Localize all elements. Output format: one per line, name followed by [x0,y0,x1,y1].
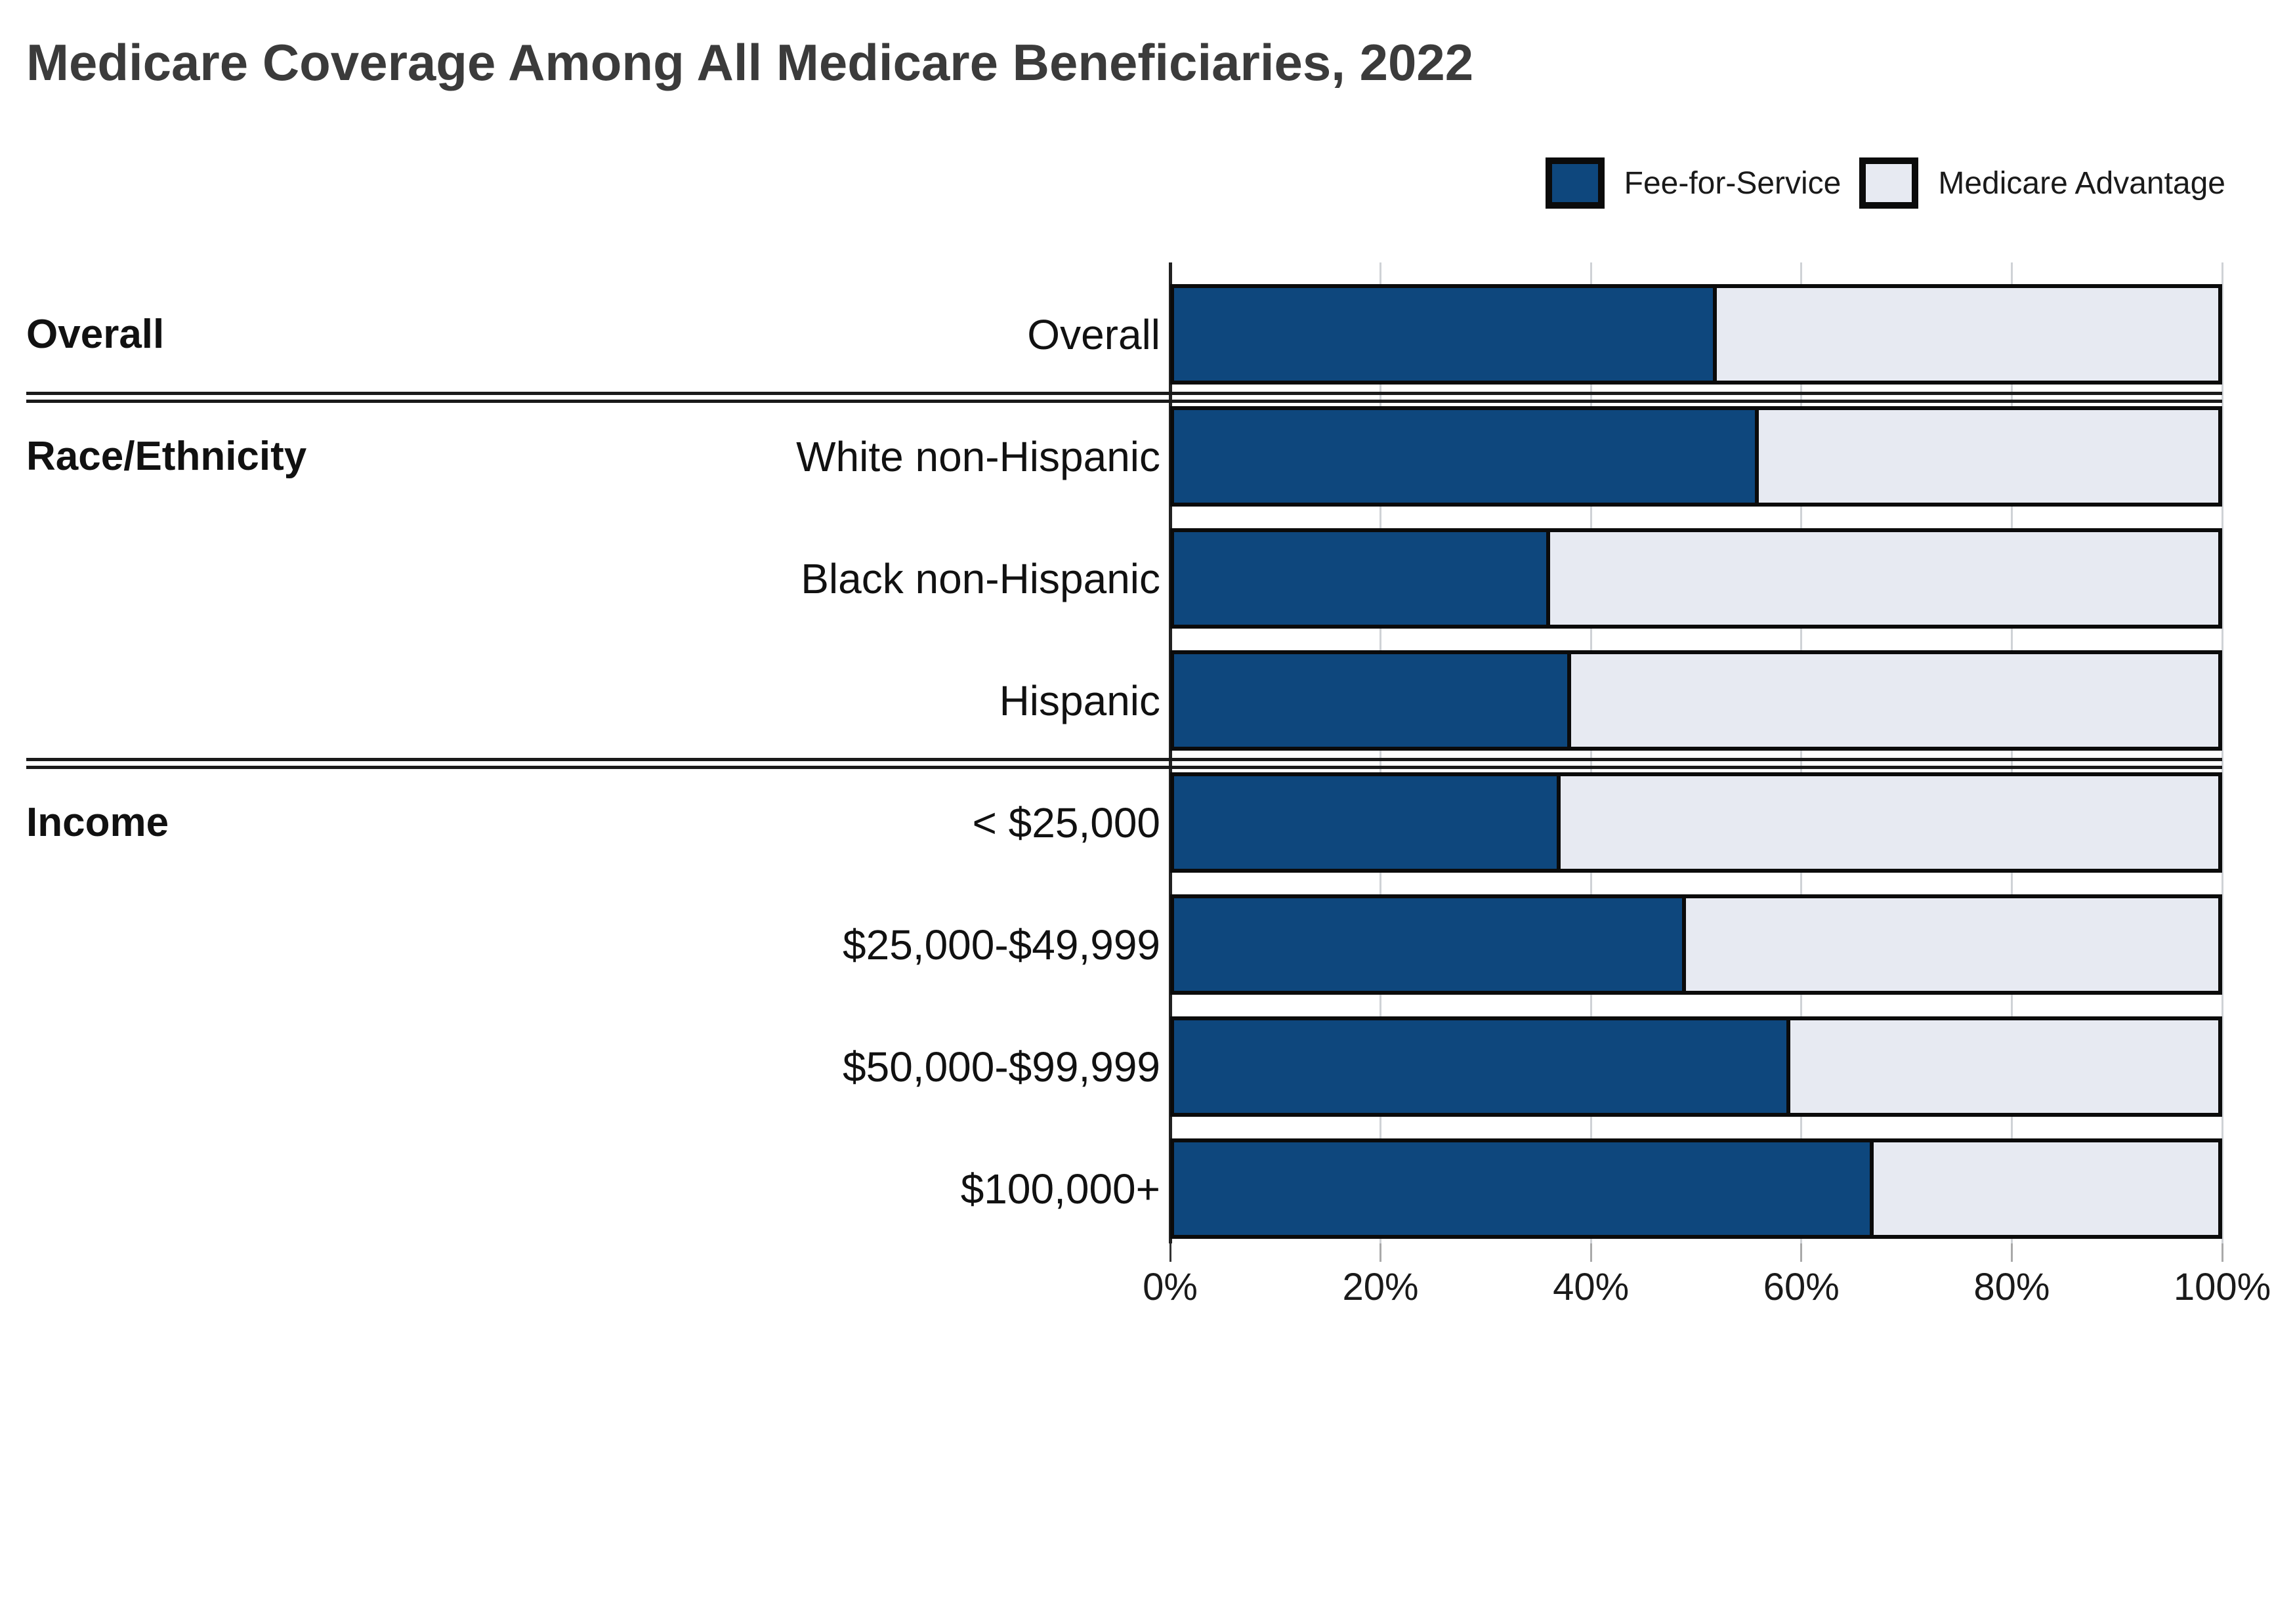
y-axis-line [1169,262,1172,1243]
fee-for-service-segment [1174,1142,1874,1235]
gridline [2221,262,2223,1243]
medicare-advantage-segment [1873,1142,2218,1235]
legend-label: Medicare Advantage [1938,165,2225,201]
group-label-overall: Overall [26,312,165,357]
axis-tick [2010,1243,2013,1262]
legend-item-medicare-advantage: Medicare Advantage [1859,157,2225,209]
gridline [1800,262,1803,1243]
axis-tick-label: 100% [2173,1266,2271,1308]
medicare-advantage-segment [1560,776,2218,869]
legend: Fee-for-Service Medicare Advantage [1545,157,2225,209]
row-label: $100,000+ [960,1165,1160,1213]
fee-for-service-segment [1174,654,1571,747]
axis-tick [1379,1243,1382,1262]
fee-for-service-swatch-icon [1545,157,1605,209]
axis-tick-label: 0% [1143,1266,1198,1308]
fee-for-service-segment [1174,1020,1790,1113]
medicare-advantage-segment [1717,288,2218,381]
group-label-income: Income [26,800,169,845]
axis-tick [1169,1243,1171,1262]
group-divider-line [26,766,2222,769]
axis-tick-label: 80% [1973,1266,2050,1308]
medicare-advantage-segment [1549,532,2218,625]
axis-tick [1590,1243,1592,1262]
bar-row [1170,772,2222,873]
legend-item-fee-for-service: Fee-for-Service [1545,157,1842,209]
legend-label: Fee-for-Service [1624,165,1842,201]
bar-row [1170,284,2222,385]
row-label: White non-Hispanic [796,432,1160,480]
row-label: < $25,000 [972,799,1161,846]
gridline [1590,262,1592,1243]
fee-for-service-segment [1174,288,1717,381]
group-divider-line [26,758,2222,761]
bar-row [1170,1138,2222,1239]
bar-row [1170,1016,2222,1117]
bar-row [1170,528,2222,629]
axis-tick-label: 20% [1342,1266,1419,1308]
medicare-advantage-segment [1685,898,2218,991]
bar-row [1170,894,2222,995]
gridline [2010,262,2013,1243]
axis-tick-label: 60% [1763,1266,1840,1308]
fee-for-service-segment [1174,776,1561,869]
row-label: Hispanic [999,677,1160,724]
medicare-advantage-segment [1570,654,2218,747]
axis-tick-label: 40% [1553,1266,1630,1308]
chart-title: Medicare Coverage Among All Medicare Ben… [26,33,1474,91]
medicare-advantage-segment [1758,410,2218,503]
group-divider-line [26,392,2222,395]
medicare-advantage-swatch-icon [1859,157,1919,209]
fee-for-service-segment [1174,532,1550,625]
row-label: $50,000-$99,999 [843,1043,1160,1091]
fee-for-service-segment [1174,410,1759,503]
group-divider-line [26,400,2222,403]
group-label-race-ethnicity: Race/Ethnicity [26,434,307,479]
bar-row [1170,650,2222,751]
axis-tick [2221,1243,2223,1262]
axis-tick [1800,1243,1803,1262]
bar-row [1170,406,2222,507]
row-label: Overall [1027,310,1160,358]
row-label: $25,000-$49,999 [843,921,1160,968]
medicare-advantage-segment [1790,1020,2218,1113]
row-label: Black non-Hispanic [801,554,1160,602]
gridline [1379,262,1382,1243]
fee-for-service-segment [1174,898,1686,991]
